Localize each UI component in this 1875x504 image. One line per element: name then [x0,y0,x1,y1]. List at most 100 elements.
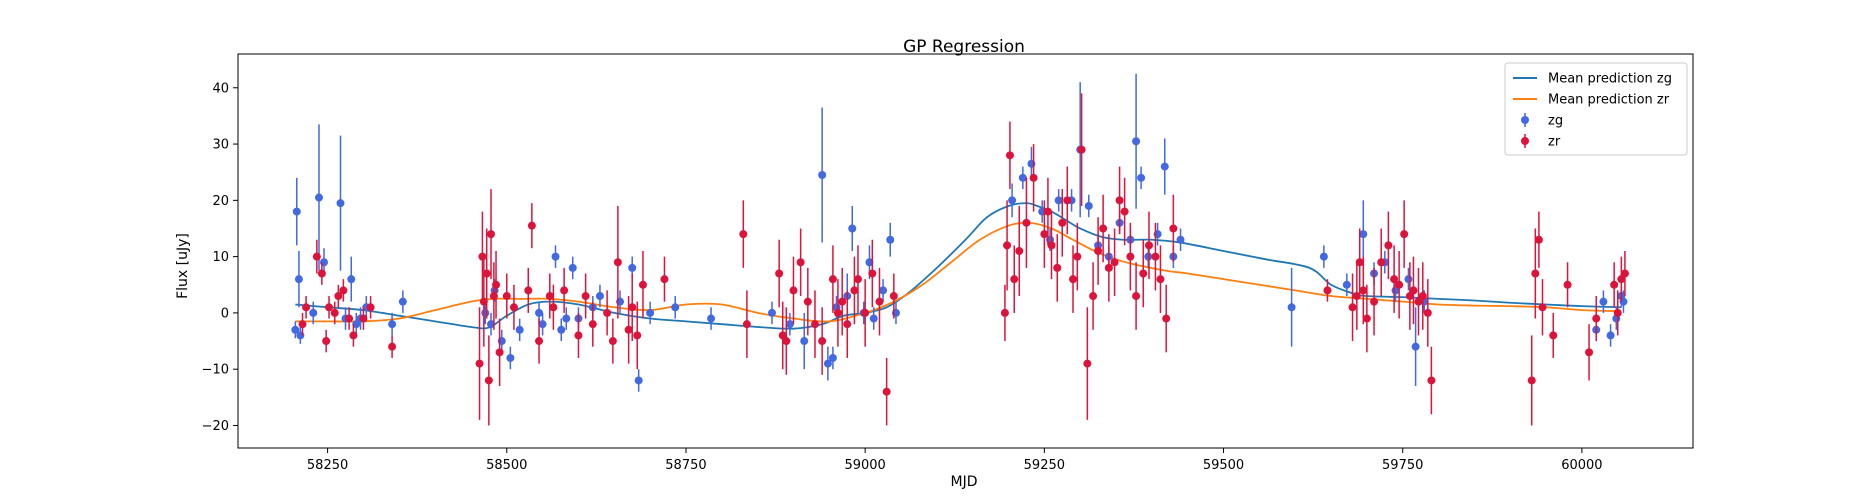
zr-point [796,258,805,267]
zg-point [823,359,832,368]
zr-point [1423,308,1432,317]
x-axis-label: MJD [951,474,978,490]
zr-point [1534,235,1543,244]
data-points [291,73,1629,426]
zr-point [334,292,343,301]
zr-point [882,387,891,396]
x-tick-label: 58500 [486,458,527,473]
zr-point [1169,224,1178,233]
y-tick-label: 0 [221,306,229,321]
zr-point [574,331,583,340]
zr-point [1390,275,1399,284]
x-tick-label: 60000 [1561,458,1602,473]
legend-marker-swatch [1521,137,1529,145]
zr-point [1355,258,1364,267]
zr-point [1384,241,1393,250]
zr-point [475,359,484,368]
zg-point [481,308,490,317]
axis-ticks: 58250 58500 58750 59000 59250 59500 59750 60000… [202,81,1603,473]
zr-point [1005,151,1014,160]
zg-point [634,376,643,385]
zg-point [352,320,361,329]
zr-point [535,337,544,346]
zr-point [298,320,307,329]
zr-point [1151,252,1160,261]
zr-point [739,230,748,239]
y-tick-label: 30 [212,138,229,153]
zr-point [838,297,847,306]
zr-point [1077,145,1086,154]
zr-point [1531,269,1540,278]
zg-point [1137,173,1146,182]
y-tick-label: 20 [212,194,229,209]
legend: Mean prediction zg Mean prediction zr zg zr [1504,62,1688,156]
y-axis-label: Flux [uJy] [175,233,191,299]
zr-point [1370,297,1379,306]
zr-point [1000,308,1009,317]
zg-point [1599,297,1608,306]
legend-entry-label: Mean prediction zg [1548,72,1672,87]
zg-point [1160,162,1169,171]
zg-point [1404,275,1413,284]
zg-point [1008,196,1017,205]
legend-entry-label: zg [1548,114,1563,129]
zg-point [292,207,301,216]
zg-point [848,224,857,233]
zg-point [879,286,888,295]
zr-point [1022,218,1031,227]
zg-point [828,353,837,362]
zr-point [1418,292,1427,301]
zr-point [810,320,819,329]
zg-point [886,235,895,244]
zr-point [1015,247,1024,255]
zr-point [833,308,842,317]
zr-point [1047,241,1056,250]
zr-point [1126,252,1135,261]
zr-point [1010,275,1019,284]
zr-point [1563,280,1572,289]
zr-point [1144,241,1153,250]
x-tick-label: 58250 [307,458,348,473]
zr-point [1323,286,1332,295]
zg-point [1132,137,1141,146]
zr-point [312,252,321,261]
zr-point [560,286,569,295]
zg-point [800,337,809,346]
zr-point [1132,292,1141,301]
zr-point [545,292,554,301]
zr-point [339,286,348,295]
zr-point [527,221,536,230]
x-tick-label: 59750 [1382,458,1423,473]
zr-point [487,230,496,239]
zr-point [889,292,898,301]
zg-point [1319,252,1328,261]
zr-point [1040,230,1049,239]
legend-entry-label: Mean prediction zr [1548,93,1670,108]
zr-point [1613,308,1622,317]
zr-point [624,325,633,334]
zg-point [398,297,407,306]
zg-point [551,252,560,261]
plot-area-frame [237,53,1694,449]
zr-point [843,320,852,329]
zr-point [478,252,487,261]
zr-point [1110,258,1119,267]
zg-point [767,308,776,317]
zr-point [1073,252,1082,261]
zr-point [660,275,669,284]
zr-point [1359,286,1368,295]
zr-point [1162,314,1171,323]
x-tick-label: 59250 [1024,458,1065,473]
zr-point [875,297,884,306]
zg-point [347,275,356,284]
zg-point [785,320,794,329]
zr-point [1610,280,1619,289]
x-tick-label: 58750 [665,458,706,473]
zr-point [1409,286,1418,295]
zr-point [775,269,784,278]
zr-point [322,337,331,346]
zg-point [818,171,827,180]
zr-point [1089,292,1098,301]
